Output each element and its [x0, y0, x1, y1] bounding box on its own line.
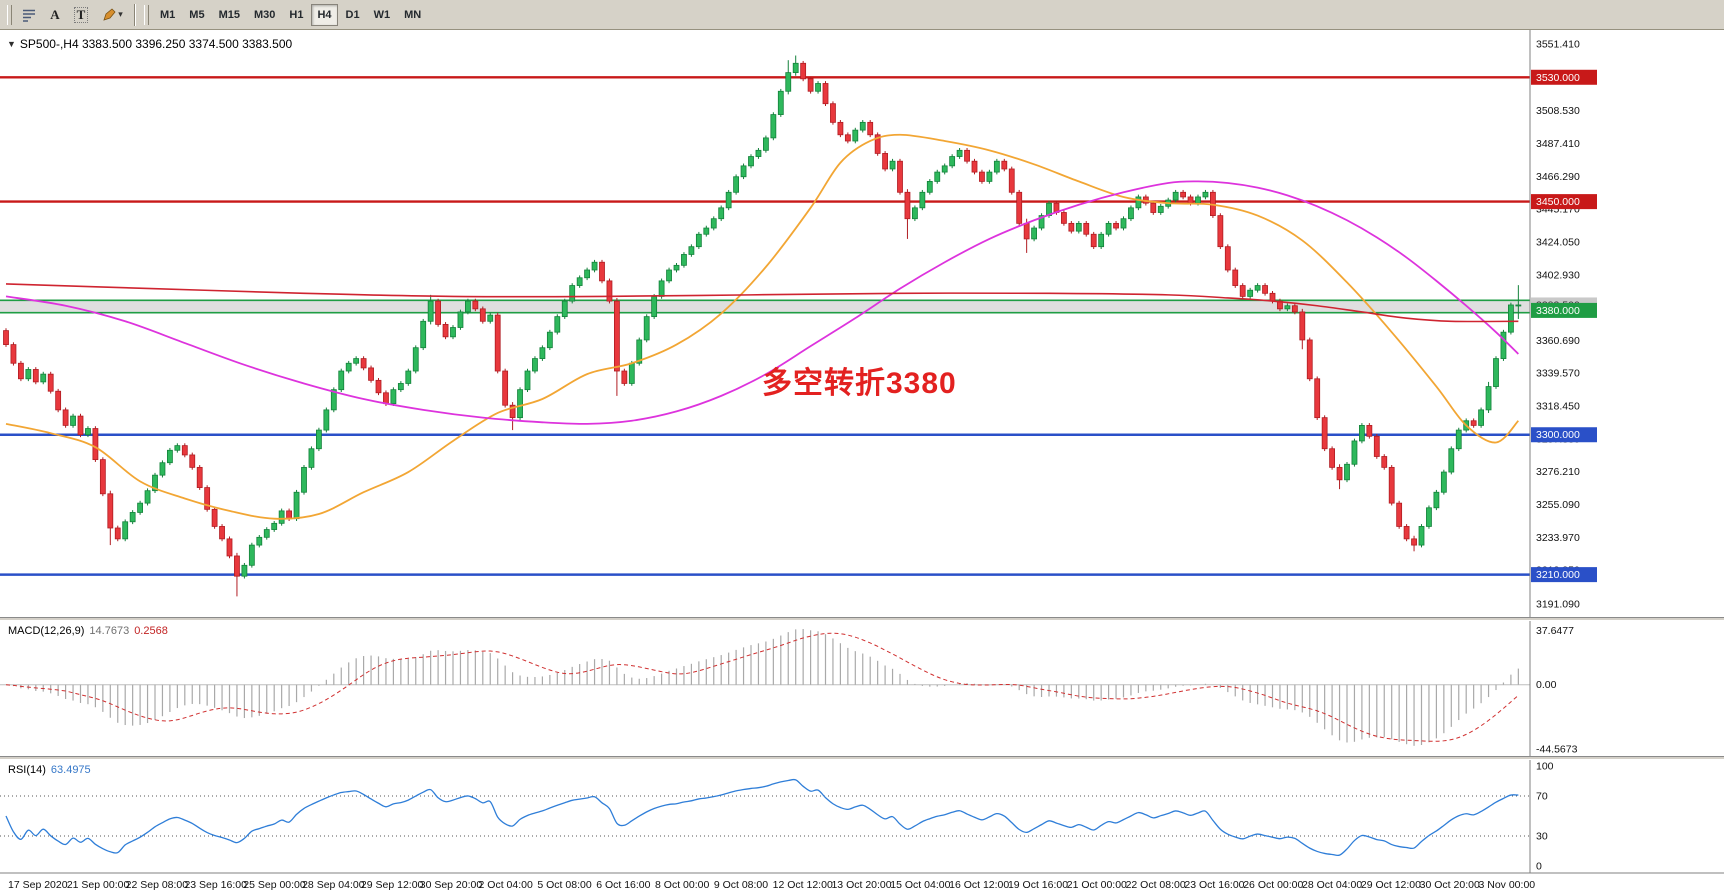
text-tool-button[interactable]: T: [68, 3, 94, 27]
timeframe-button-m5[interactable]: M5: [183, 4, 210, 26]
macd-signal-line: [5, 632, 1519, 742]
timeframe-button-m1[interactable]: M1: [154, 4, 181, 26]
timeframe-button-w1[interactable]: W1: [368, 4, 397, 26]
toolbar-grip-2[interactable]: [144, 4, 149, 25]
chart-area[interactable]: [0, 30, 1530, 617]
macd-main-value: 14.7673: [89, 625, 130, 637]
timeframe-button-m15[interactable]: M15: [213, 4, 246, 26]
pencil-icon: [103, 7, 116, 21]
timeframe-button-d1[interactable]: D1: [340, 4, 366, 26]
drawing-tool-button[interactable]: ▾: [94, 3, 130, 27]
macd-signal-value: 0.2568: [134, 625, 168, 637]
rsi-label: RSI(14): [8, 764, 46, 776]
timeframe-button-m30[interactable]: M30: [248, 4, 281, 26]
toolbar-separator: [134, 3, 136, 26]
macd-label: MACD(12,26,9): [8, 625, 85, 637]
rsi-value: 63.4975: [50, 764, 91, 776]
letter-a-icon: A: [50, 6, 60, 22]
rsi-header: RSI(14) 63.4975: [8, 764, 96, 776]
chart-list-button[interactable]: [16, 3, 42, 27]
panel-splitter-rsi[interactable]: [0, 756, 1724, 760]
toolbar: A T ▾ M1 M5 M15 M30 H1 H4 D1 W1 MN: [0, 0, 1724, 30]
macd-header: MACD(12,26,9) 14.7673 0.2568: [8, 625, 173, 637]
price-scale[interactable]: [1530, 30, 1724, 873]
timeframe-group: M1 M5 M15 M30 H1 H4 D1 W1 MN: [153, 3, 428, 26]
timeframe-button-mn[interactable]: MN: [398, 4, 427, 26]
timeframe-button-h4[interactable]: H4: [311, 3, 338, 26]
panel-splitter-macd[interactable]: [0, 617, 1724, 621]
toolbar-grip[interactable]: [7, 4, 12, 25]
text-label-tool-button[interactable]: A: [42, 3, 68, 27]
timeframe-button-h1[interactable]: H1: [283, 4, 309, 26]
list-lines-icon: [23, 9, 35, 22]
dropdown-caret-icon: ▾: [118, 9, 123, 19]
rsi-line: [5, 778, 1519, 857]
time-axis[interactable]: [0, 873, 1724, 895]
letter-t-icon: T: [73, 6, 89, 23]
